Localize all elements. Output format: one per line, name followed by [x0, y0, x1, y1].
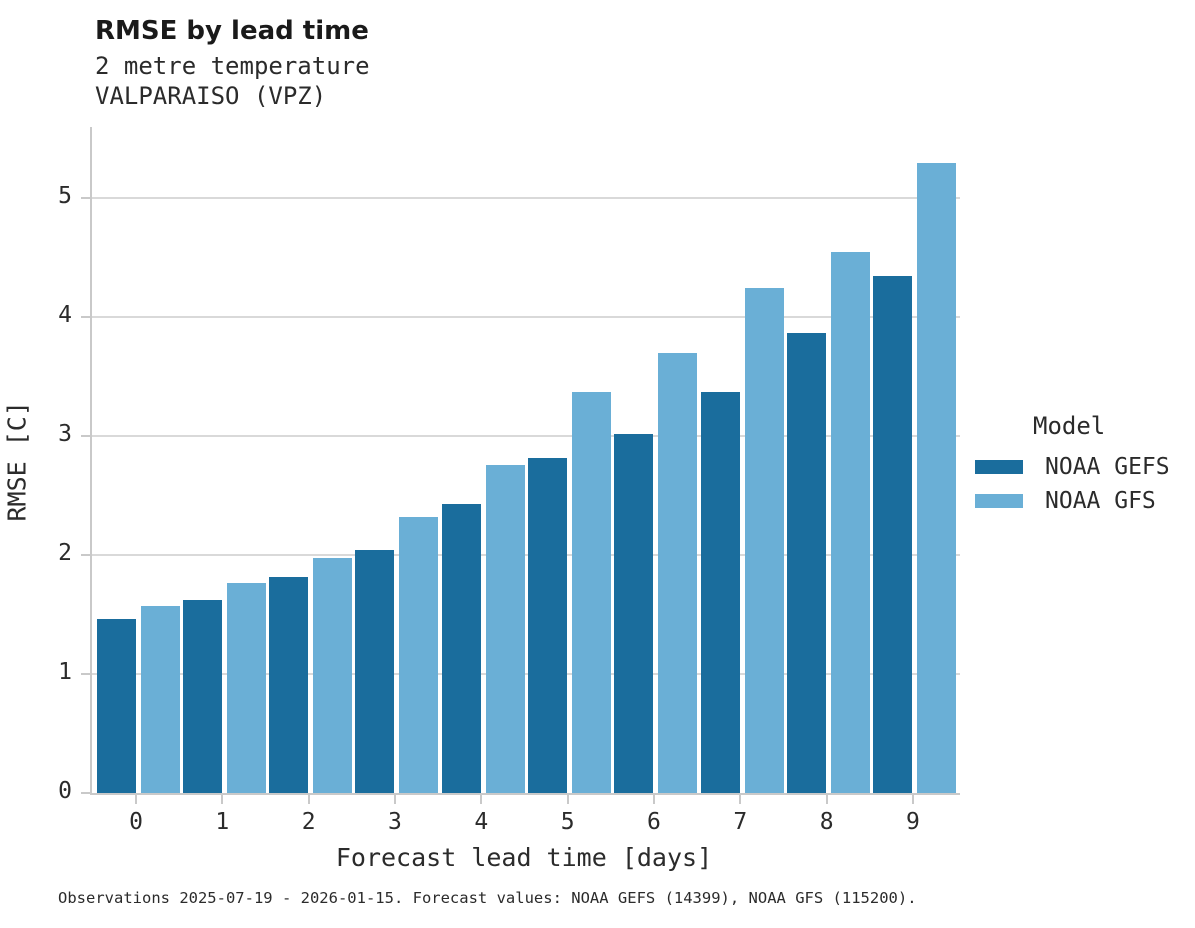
bar-noaa-gfs — [313, 557, 353, 793]
x-tick-label: 3 — [388, 809, 402, 835]
grid-line — [92, 554, 960, 557]
x-tick-label: 4 — [474, 809, 489, 835]
y-tick-mark — [81, 316, 90, 319]
legend-swatch — [975, 460, 1023, 474]
y-tick-mark — [81, 673, 90, 676]
bar-noaa-gefs — [269, 576, 309, 793]
grid-line — [92, 316, 960, 319]
x-tick-label: 5 — [560, 809, 575, 835]
y-tick-label: 0 — [58, 778, 72, 804]
x-tick-mark — [135, 795, 137, 804]
x-tick-mark — [825, 795, 828, 804]
legend-item-label: NOAA GFS — [1045, 488, 1156, 514]
y-tick-label: 2 — [58, 540, 72, 567]
bar-noaa-gefs — [182, 600, 222, 793]
x-tick-label: 8 — [819, 809, 834, 835]
y-tick-mark — [81, 792, 90, 794]
x-tick-mark — [393, 795, 396, 804]
bar-noaa-gfs — [226, 582, 266, 793]
bar-noaa-gefs — [355, 550, 395, 793]
x-tick-label: 6 — [647, 809, 661, 835]
y-tick-mark — [81, 554, 90, 557]
x-tick-label: 0 — [129, 809, 143, 835]
chart-title: RMSE by lead time — [95, 16, 369, 46]
legend: Model NOAA GEFS NOAA GFS — [975, 412, 1170, 518]
x-tick-label: 7 — [733, 809, 748, 835]
y-tick-label: 1 — [58, 659, 72, 686]
bar-noaa-gfs — [831, 251, 871, 793]
x-tick-label: 1 — [215, 809, 230, 835]
legend-swatch — [975, 494, 1023, 508]
bar-noaa-gefs — [700, 392, 740, 793]
y-tick-label: 4 — [58, 302, 72, 329]
bar-noaa-gfs — [485, 464, 525, 793]
x-tick-label: 9 — [906, 809, 920, 835]
footer-note: Observations 2025-07-19 - 2026-01-15. Fo… — [58, 889, 917, 907]
x-tick-mark — [566, 795, 569, 804]
bar-noaa-gefs — [528, 457, 568, 793]
chart-subtitle-variable: 2 metre temperature — [95, 52, 370, 80]
x-tick-mark — [480, 795, 483, 804]
x-tick-mark — [307, 795, 310, 804]
plot-area — [90, 127, 960, 795]
grid-line — [92, 673, 960, 676]
x-tick-mark — [911, 795, 914, 804]
bar-noaa-gfs — [572, 392, 612, 793]
x-axis-title: Forecast lead time [days] — [335, 843, 713, 872]
bar-noaa-gfs — [658, 352, 698, 793]
chart-subtitle-station: VALPARAISO (VPZ) — [95, 82, 327, 110]
bar-noaa-gfs — [744, 287, 784, 793]
bar-noaa-gefs — [96, 619, 136, 793]
bar-noaa-gfs — [140, 606, 180, 793]
legend-item: NOAA GEFS — [975, 450, 1170, 484]
bar-noaa-gfs — [399, 517, 439, 793]
x-tick-mark — [739, 795, 742, 804]
legend-item: NOAA GFS — [975, 484, 1170, 518]
bar-noaa-gefs — [873, 275, 913, 793]
grid-line — [92, 197, 960, 200]
grid-line — [92, 435, 960, 438]
bar-noaa-gefs — [441, 504, 481, 793]
legend-title: Model — [1033, 412, 1106, 440]
legend-item-label: NOAA GEFS — [1045, 454, 1170, 480]
y-tick-label: 5 — [58, 183, 72, 210]
bar-noaa-gefs — [787, 332, 827, 793]
y-tick-mark — [81, 197, 90, 200]
bar-noaa-gfs — [917, 162, 957, 793]
bar-noaa-gefs — [614, 433, 654, 793]
y-axis-title: RMSE [C] — [2, 401, 32, 522]
y-tick-mark — [81, 435, 90, 438]
x-tick-mark — [652, 795, 655, 804]
x-tick-mark — [221, 795, 224, 804]
y-tick-label: 3 — [58, 421, 72, 448]
x-tick-label: 2 — [301, 809, 316, 835]
